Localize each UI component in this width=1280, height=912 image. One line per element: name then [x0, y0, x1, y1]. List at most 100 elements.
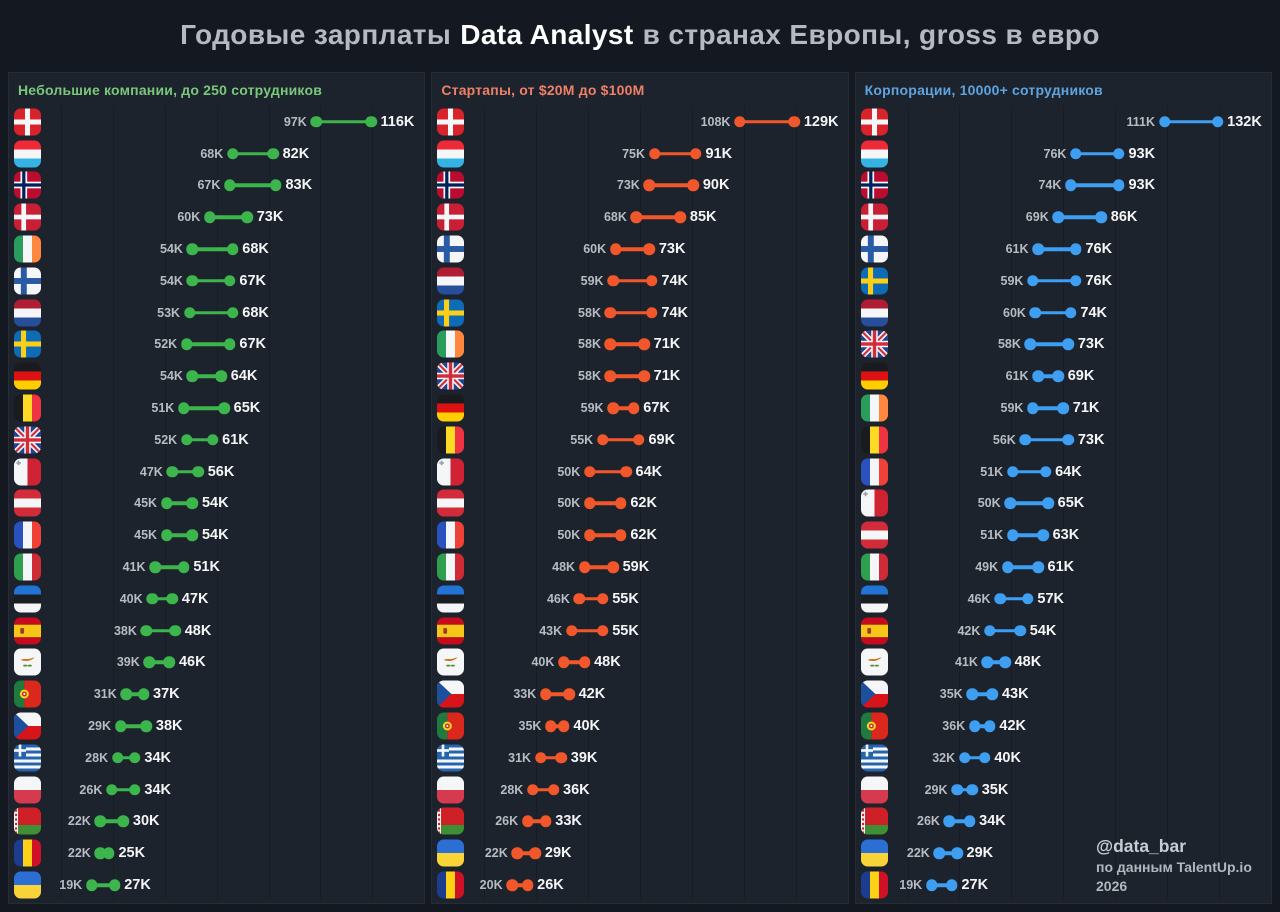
max-dot — [1070, 243, 1082, 255]
panel-small-companies: Небольшие компании, до 250 сотрудников 97… — [8, 72, 426, 904]
flag-icon-belarus — [860, 807, 888, 835]
dumbbell-bar — [602, 438, 639, 442]
min-dot — [1027, 275, 1039, 287]
max-dot — [117, 815, 130, 828]
max-dot — [1042, 497, 1054, 510]
dumbbell-bar — [183, 406, 225, 410]
country-row-italy: 48K 59K — [432, 551, 847, 583]
dumbbell-bar — [545, 692, 570, 697]
max-salary-label: 48K — [594, 654, 621, 671]
min-dot — [1024, 338, 1037, 351]
min-salary-label: 45K — [134, 496, 158, 511]
max-salary-label: 91K — [705, 145, 733, 162]
dumbbell-bar — [1164, 120, 1218, 124]
flag-icon-italy — [860, 553, 888, 581]
flag-icon-belgium — [437, 426, 465, 454]
max-salary-label: 34K — [144, 749, 171, 766]
min-salary-label: 54K — [160, 273, 183, 288]
min-salary-label: 59K — [1000, 401, 1024, 416]
max-dot — [1014, 624, 1027, 637]
dumbbell-bar — [972, 692, 993, 697]
rows-area: 97K 116K 68K 82K 67K 83K 60K 73K 54K 68K 54K 67K 53K… — [9, 106, 424, 899]
flag-icon-estonia — [14, 585, 41, 613]
dumbbell-bar — [229, 183, 276, 188]
dumbbell-bar — [613, 279, 652, 283]
min-dot — [94, 847, 107, 860]
max-salary-label: 33K — [555, 813, 582, 830]
country-row-czechia: 33K 42K — [432, 678, 847, 710]
flag-icon-romania — [14, 839, 41, 867]
min-dot — [540, 688, 552, 701]
dumbbell-bar — [949, 819, 970, 824]
min-dot — [146, 593, 158, 605]
max-salary-label: 132K — [1227, 113, 1262, 130]
min-salary-label: 45K — [134, 528, 158, 543]
max-salary-label: 29K — [966, 845, 994, 862]
min-salary-label: 61K — [1005, 242, 1029, 257]
flag-icon-malta — [437, 458, 465, 486]
max-salary-label: 27K — [124, 877, 151, 894]
country-row-spain: 42K 54K — [856, 615, 1271, 647]
min-salary-label: 36K — [942, 719, 966, 734]
min-dot — [106, 783, 118, 796]
min-salary-label: 58K — [578, 305, 601, 320]
grid-line — [907, 106, 909, 899]
max-dot — [643, 243, 656, 255]
rows-area: 111K 132K 76K 93K 74K 93K 69K 86K 61K 76K 59K 76K 60… — [856, 106, 1271, 899]
flag-icon-greece — [14, 744, 41, 772]
grid-line — [691, 106, 693, 899]
grid-line — [372, 106, 374, 899]
flag-icon-united-kingdom — [437, 362, 465, 390]
max-dot — [596, 593, 609, 605]
country-row-denmark: 68K 85K — [432, 201, 847, 233]
max-salary-label: 90K — [702, 177, 730, 194]
max-dot — [563, 688, 575, 701]
min-dot — [1158, 116, 1171, 128]
flag-icon-sweden — [14, 330, 41, 358]
max-dot — [137, 688, 150, 701]
min-dot — [643, 179, 656, 192]
grid-line — [959, 106, 961, 899]
country-row-malta: 50K 64K — [432, 456, 847, 488]
flag-icon-denmark — [437, 203, 465, 231]
country-row-cyprus: 41K 48K — [856, 647, 1271, 679]
flag-icon-finland — [860, 235, 888, 263]
flag-icon-spain — [14, 617, 41, 645]
country-row-united-kingdom: 58K 73K — [856, 329, 1271, 361]
min-salary-label: 54K — [160, 369, 183, 384]
min-dot — [227, 147, 239, 160]
min-dot — [558, 656, 570, 669]
country-row-portugal: 36K 42K — [856, 710, 1271, 742]
min-salary-label: 22K — [484, 846, 508, 861]
min-dot — [951, 783, 963, 796]
max-dot — [999, 656, 1011, 669]
max-salary-label: 55K — [612, 590, 639, 607]
min-salary-label: 60K — [177, 210, 201, 225]
min-dot — [140, 624, 153, 637]
country-row-luxembourg: 76K 93K — [856, 138, 1271, 170]
dumbbell-bar — [1012, 469, 1046, 474]
min-dot — [94, 815, 107, 828]
min-salary-label: 60K — [583, 242, 607, 257]
flag-icon-luxembourg — [437, 140, 465, 168]
dumbbell-bar — [91, 883, 115, 887]
min-dot — [734, 116, 746, 128]
min-dot — [968, 720, 981, 732]
flag-icon-denmark — [860, 203, 888, 231]
country-row-united-kingdom: 58K 71K — [432, 360, 847, 392]
flag-icon-portugal — [437, 712, 465, 740]
dumbbell-bar — [117, 756, 135, 760]
min-salary-label: 58K — [578, 337, 601, 352]
country-row-finland: 54K 67K — [9, 265, 424, 297]
max-dot — [227, 306, 239, 319]
max-salary-label: 64K — [635, 463, 663, 480]
dumbbell-bar — [610, 374, 645, 379]
flag-icon-sweden — [860, 267, 888, 295]
min-salary-label: 40K — [531, 655, 555, 670]
min-dot — [607, 402, 619, 414]
country-row-czechia: 35K 43K — [856, 678, 1271, 710]
dumbbell-bar — [512, 883, 528, 887]
max-dot — [620, 465, 632, 478]
min-salary-label: 108K — [700, 114, 731, 129]
